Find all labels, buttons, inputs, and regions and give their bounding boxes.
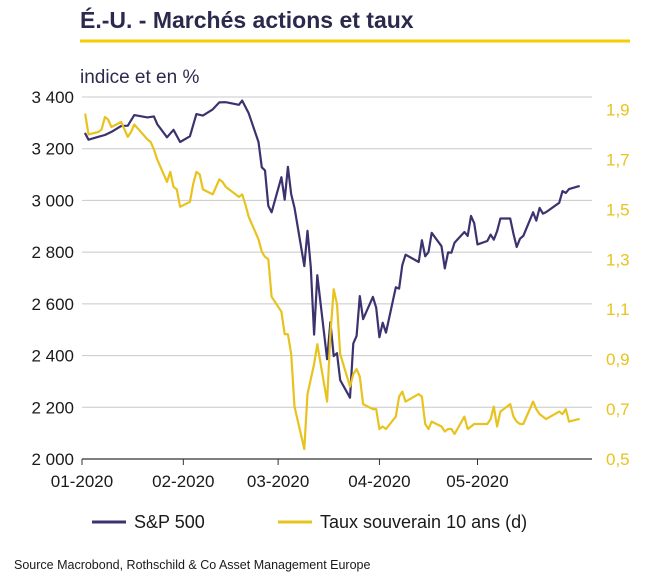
- series-lines: [84, 99, 580, 451]
- x-axis: 01-2020 02-2020 03-2020 04-2020 05-2020: [51, 459, 509, 491]
- legend: S&P 500 Taux souverain 10 ans (d): [92, 512, 527, 532]
- legend-label-sp500: S&P 500: [134, 512, 205, 532]
- source-note: Source Macrobond, Rothschild & Co Asset …: [14, 558, 370, 572]
- x-tick-label: 03-2020: [247, 472, 309, 491]
- y-left-tick-label: 3 400: [31, 88, 74, 107]
- y-left-tick-label: 2 800: [31, 243, 74, 262]
- x-tick-label: 05-2020: [446, 472, 508, 491]
- y-left-tick-label: 2 600: [31, 295, 74, 314]
- x-tick-label: 01-2020: [51, 472, 113, 491]
- y-right-tick-label: 1,1: [606, 300, 630, 319]
- y-right-tick-label: 1,3: [606, 250, 630, 269]
- y-left-tick-label: 2 000: [31, 450, 74, 469]
- y-left-tick-label: 3 000: [31, 191, 74, 210]
- chart-subtitle: indice et en %: [80, 67, 199, 88]
- chart-title: É.-U. - Marchés actions et taux: [80, 6, 414, 33]
- y-right-tick-label: 1,5: [606, 200, 630, 219]
- y-right-tick-label: 0,9: [606, 350, 630, 369]
- y-right-tick-label: 1,9: [606, 100, 630, 119]
- series-line-sp500: [84, 99, 580, 399]
- grid: [82, 96, 592, 460]
- x-tick-label: 02-2020: [152, 472, 214, 491]
- right-axis: 0,5 0,7 0,9 1,1 1,3 1,5 1,7 1,9: [606, 100, 630, 469]
- y-left-tick-label: 3 200: [31, 140, 74, 159]
- y-right-tick-label: 0,5: [606, 450, 630, 469]
- x-tick-label: 04-2020: [348, 472, 410, 491]
- left-axis: 2 000 2 200 2 400 2 600 2 800 3 000 3 200 3 400: [31, 88, 74, 469]
- y-left-tick-label: 2 200: [31, 398, 74, 417]
- y-right-tick-label: 0,7: [606, 400, 630, 419]
- legend-label-taux: Taux souverain 10 ans (d): [320, 512, 527, 532]
- y-right-tick-label: 1,7: [606, 150, 630, 169]
- y-left-tick-label: 2 400: [31, 347, 74, 366]
- series-line-taux: [84, 113, 580, 451]
